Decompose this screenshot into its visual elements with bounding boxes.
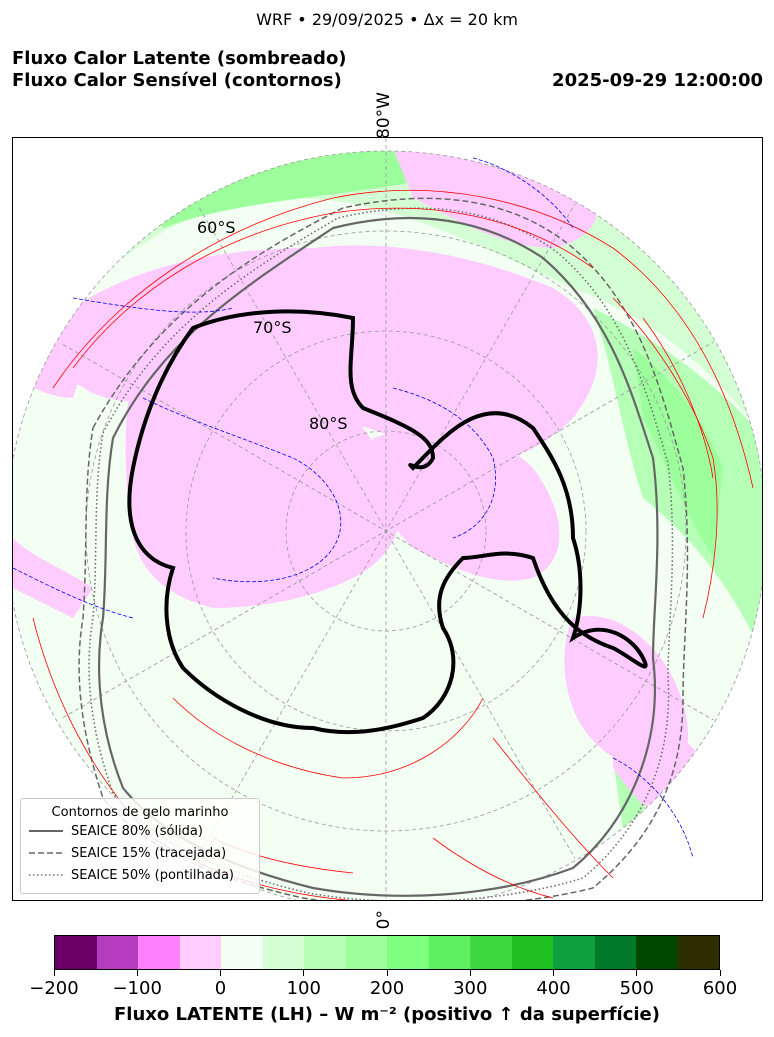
colorbar-swatch <box>553 936 595 969</box>
colorbar-tick-label: 200 <box>369 978 405 999</box>
colorbar-swatch <box>387 936 429 969</box>
legend-title: Contornos de gelo marinho <box>51 805 229 820</box>
colorbar-swatch <box>179 936 221 969</box>
colorbar <box>54 935 720 970</box>
colorbar-swatch <box>636 936 678 969</box>
figure-suptitle: WRF • 29/09/2025 • Δx = 20 km <box>256 10 518 29</box>
meridian-label-bottom: 0° <box>374 910 394 930</box>
dashed-line-swatch <box>29 852 63 854</box>
colorbar-swatch <box>221 936 263 969</box>
colorbar-swatch <box>55 936 97 969</box>
colorbar-tick-label: 600 <box>702 978 738 999</box>
colorbar-tick-label: −100 <box>112 978 162 999</box>
colorbar-tick-label: 400 <box>536 978 571 999</box>
colorbar-tick <box>469 970 471 976</box>
colorbar-label: Fluxo LATENTE (LH) – W m⁻² (positivo ↑ d… <box>114 1004 660 1025</box>
colorbar-ticks: −200 −100 0 100 200 300 400 500 600 <box>29 970 737 1000</box>
seaice-15-contour <box>78 197 689 900</box>
lat-label-60: 60°S <box>197 218 236 237</box>
legend-label-solid: SEAICE 80% (sólida) <box>71 823 203 839</box>
colorbar-swatch <box>677 936 719 969</box>
colorbar-tick <box>303 970 305 976</box>
colorbar-swatch <box>470 936 512 969</box>
colorbar-swatch <box>428 936 470 969</box>
colorbar-tick-label: −200 <box>29 978 79 999</box>
polar-map <box>13 138 762 900</box>
colorbar-tick <box>636 970 638 976</box>
colorbar-tick <box>53 970 55 976</box>
title-line-latent: Fluxo Calor Latente (sombreado) <box>12 48 347 69</box>
legend-label-dashed: SEAICE 15% (tracejada) <box>71 845 227 861</box>
lat-label-80: 80°S <box>309 414 348 433</box>
colorbar-swatch <box>304 936 346 969</box>
colorbar-tick-label: 100 <box>286 978 321 999</box>
colorbar-tick <box>136 970 138 976</box>
plot-title: Fluxo Calor Latente (sombreado) Fluxo Ca… <box>12 48 347 92</box>
colorbar-swatch <box>511 936 553 969</box>
seaice-50-contour <box>88 207 674 900</box>
seaice-legend: Contornos de gelo marinho SEAICE 80% (só… <box>20 798 260 894</box>
legend-item-dotted: SEAICE 50% (pontilhada) <box>21 864 259 886</box>
legend-item-solid: SEAICE 80% (sólida) <box>21 820 259 842</box>
legend-label-dotted: SEAICE 50% (pontilhada) <box>71 867 234 883</box>
colorbar-swatch <box>262 936 304 969</box>
graticule <box>13 138 762 900</box>
colorbar-tick-label: 500 <box>619 978 654 999</box>
colorbar-tick-label: 0 <box>214 978 227 999</box>
colorbar-tick-label: 300 <box>453 978 488 999</box>
colorbar-swatch <box>138 936 180 969</box>
colorbar-swatch <box>594 936 636 969</box>
valid-time: 2025-09-29 12:00:00 <box>552 70 763 91</box>
title-line-sensible: Fluxo Calor Sensível (contornos) <box>12 70 342 91</box>
lat-label-70: 70°S <box>253 318 292 337</box>
antarctica-coastline <box>127 309 648 735</box>
colorbar-swatch <box>345 936 387 969</box>
colorbar-tick <box>719 970 721 976</box>
sensible-heat-negative-contours <box>13 157 694 859</box>
colorbar-tick <box>386 970 388 976</box>
colorbar-swatch <box>96 936 138 969</box>
dotted-line-swatch <box>29 874 63 876</box>
seaice-80-contour <box>97 216 659 897</box>
sensible-heat-positive-contours <box>32 189 754 900</box>
legend-item-dashed: SEAICE 15% (tracejada) <box>21 842 259 864</box>
colorbar-tick <box>220 970 221 976</box>
colorbar-tick <box>553 970 554 976</box>
solid-line-swatch <box>29 830 63 832</box>
map-panel: 60°S 70°S 80°S <box>12 137 763 901</box>
